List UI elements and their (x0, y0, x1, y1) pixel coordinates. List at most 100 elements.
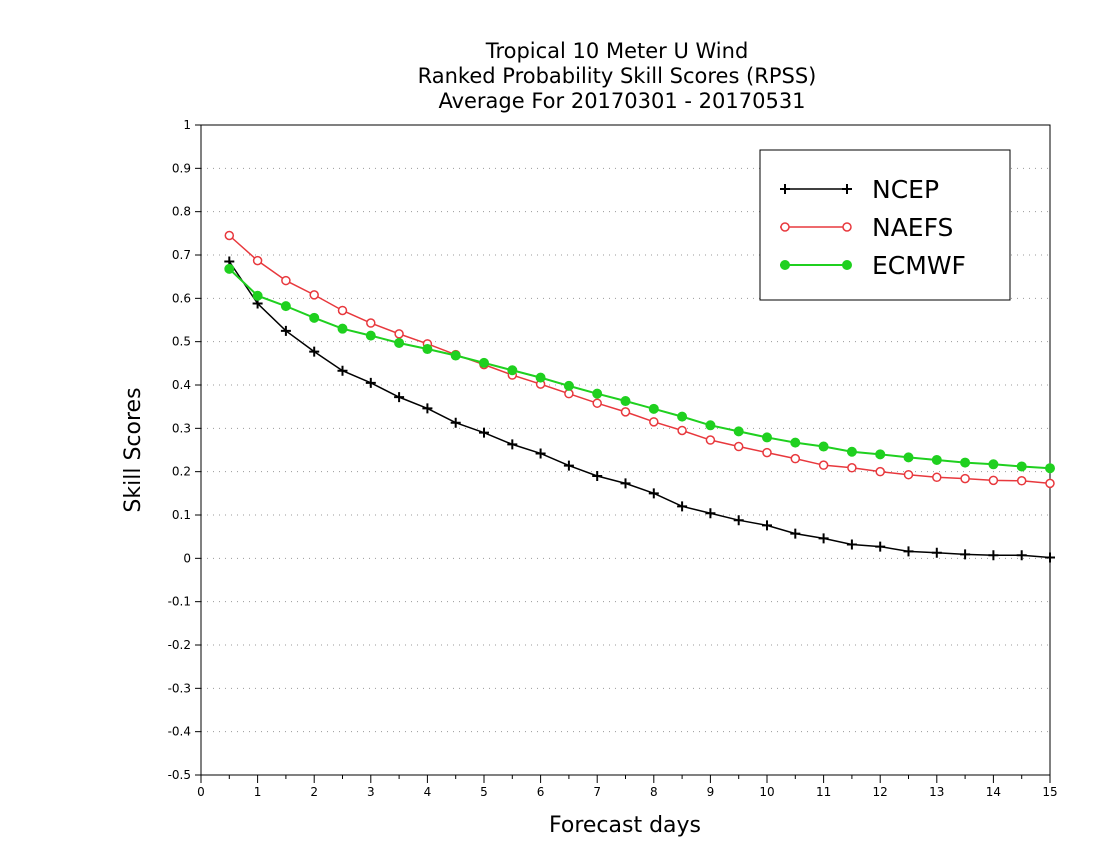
data-point-ecmwf (1016, 461, 1027, 472)
y-tick-label: 0.8 (172, 205, 191, 219)
data-point-naefs (960, 473, 970, 484)
x-tick-label: 11 (816, 785, 831, 799)
data-point-ncep (422, 403, 433, 414)
data-point-ecmwf (931, 454, 942, 465)
y-tick-label: 0.4 (172, 378, 191, 392)
data-point-ncep (592, 471, 603, 481)
data-point-naefs (252, 255, 263, 266)
data-point-ncep (903, 546, 914, 557)
data-point-naefs (705, 435, 716, 445)
legend: NCEP NAEFS ECMWF (759, 149, 1011, 301)
y-tick-label: 0.1 (172, 508, 191, 522)
data-point-ecmwf (875, 449, 886, 460)
data-point-ecmwf (762, 432, 772, 443)
y-tick-label: 1 (183, 118, 191, 132)
y-tick-label: -0.3 (168, 681, 191, 695)
y-tick-label: 0.2 (172, 465, 191, 479)
data-point-ncep (960, 549, 971, 560)
legend-label: NCEP (872, 175, 939, 204)
data-point-naefs (875, 466, 885, 477)
data-point-ecmwf (846, 446, 857, 457)
data-point-ecmwf (903, 452, 914, 463)
x-tick-label: 13 (929, 785, 944, 799)
data-point-ncep (365, 377, 376, 388)
data-point-ecmwf (252, 290, 263, 301)
series-ncep (224, 256, 1055, 563)
data-point-naefs (762, 447, 772, 458)
data-point-ecmwf (620, 396, 631, 407)
data-point-ecmwf (1045, 463, 1055, 474)
data-point-naefs (790, 453, 801, 464)
x-axis-ticks: 0 1 2 3 4 5 6 7 8 9 10 11 12 13 14 15 (197, 775, 1058, 799)
data-point-ncep (1045, 552, 1055, 563)
data-point-ncep (790, 528, 801, 539)
y-tick-label: -0.4 (168, 725, 191, 739)
x-tick-label: 2 (310, 785, 318, 799)
data-point-ncep (563, 460, 574, 471)
data-point-ecmwf (535, 372, 546, 383)
data-point-ncep (818, 533, 829, 544)
data-point-ncep (337, 365, 348, 376)
legend-box (759, 149, 1011, 301)
data-point-naefs (903, 469, 914, 480)
data-point-ecmwf (309, 312, 320, 323)
x-tick-label: 5 (480, 785, 488, 799)
data-point-naefs (281, 275, 291, 286)
chart-title: Tropical 10 Meter U Wind Ranked Probabil… (418, 39, 817, 113)
legend-swatch-marker (780, 184, 790, 194)
data-point-ecmwf (592, 388, 603, 399)
data-point-ecmwf (960, 457, 971, 468)
y-tick-label: -0.1 (168, 595, 191, 609)
data-point-naefs (988, 475, 999, 486)
x-tick-label: 0 (197, 785, 205, 799)
data-point-naefs (394, 329, 404, 339)
data-point-ncep (875, 541, 886, 552)
legend-swatch-marker (842, 260, 852, 270)
data-point-ecmwf (365, 330, 376, 341)
data-point-ecmwf (280, 301, 291, 312)
x-axis-label: Forecast days (549, 813, 701, 838)
data-point-ncep (846, 539, 857, 550)
data-point-naefs (224, 230, 235, 241)
data-point-ecmwf (450, 350, 461, 361)
x-tick-label: 8 (650, 785, 658, 799)
data-point-ncep (479, 427, 489, 438)
data-point-naefs (932, 472, 942, 483)
data-point-naefs (620, 407, 631, 417)
x-tick-label: 6 (537, 785, 545, 799)
data-point-ncep (280, 325, 291, 336)
data-point-naefs (818, 460, 829, 470)
y-tick-label: -0.5 (168, 768, 191, 782)
chart-title-line-2: Ranked Probability Skill Scores (RPSS) (418, 64, 817, 88)
x-tick-label: 3 (367, 785, 375, 799)
data-point-ecmwf (394, 337, 405, 348)
data-point-naefs (592, 398, 602, 408)
data-point-ecmwf (479, 357, 489, 368)
x-tick-label: 9 (707, 785, 715, 799)
y-tick-label: 0.6 (172, 291, 191, 305)
series-ecmwf (224, 263, 1055, 474)
data-point-ecmwf (563, 380, 574, 391)
data-point-ncep (535, 448, 546, 459)
data-point-ecmwf (337, 323, 348, 334)
y-axis-ticks: -0.5 -0.4 -0.3 -0.2 -0.1 0 0.1 0.2 0.3 0.4 0.5 0.6 0… (168, 118, 201, 782)
data-point-ecmwf (648, 403, 659, 414)
data-point-naefs (366, 318, 376, 328)
data-point-ecmwf (705, 420, 716, 431)
data-point-ecmwf (224, 263, 235, 274)
data-point-naefs (309, 290, 319, 300)
x-tick-label: 15 (1042, 785, 1057, 799)
data-point-ncep (762, 520, 772, 531)
data-point-naefs (677, 425, 687, 436)
data-point-ncep (507, 439, 518, 450)
plot-frame (200, 124, 1051, 776)
legend-entry-naefs: NAEFS (780, 213, 953, 242)
data-point-ecmwf (507, 365, 518, 376)
data-point-ecmwf (733, 426, 744, 437)
chart-title-line-1: Tropical 10 Meter U Wind (485, 39, 749, 63)
data-point-naefs (847, 463, 857, 473)
x-tick-label: 12 (873, 785, 888, 799)
data-point-ncep (450, 417, 461, 428)
y-tick-label: 0.3 (172, 421, 191, 435)
y-tick-label: 0 (183, 551, 191, 565)
